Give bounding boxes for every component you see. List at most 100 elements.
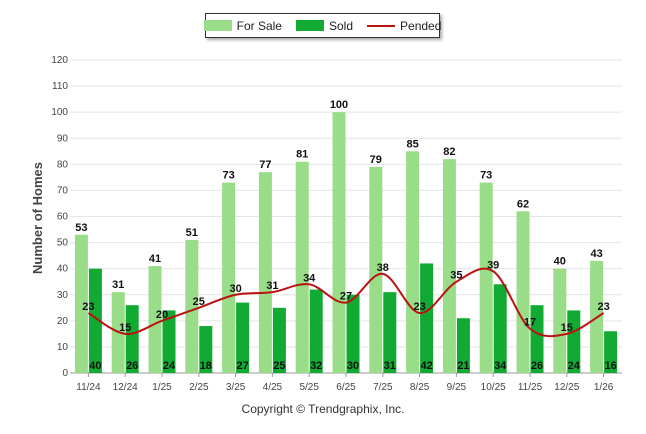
label-sold: 32: [310, 360, 322, 372]
bar-sold: [162, 310, 176, 373]
x-tick-label: 8/25: [410, 382, 430, 393]
label-pended: 39: [487, 259, 499, 271]
x-tick-label: 9/25: [447, 382, 467, 393]
label-pended: 23: [82, 301, 94, 313]
pended-line: [87, 267, 605, 338]
y-axis-ticks: 0 10 20 30 40 50 60 70 80 90 100 110 120: [51, 55, 68, 379]
label-for-sale: 73: [480, 170, 492, 182]
x-tick-label: 12/25: [554, 382, 579, 393]
label-pended: 35: [450, 270, 462, 282]
label-pended: 34: [303, 272, 316, 284]
legend-swatch-sold: [295, 20, 324, 31]
label-pended: 25: [193, 296, 205, 308]
bar-for-sale: [406, 151, 420, 373]
label-for-sale: 53: [75, 222, 87, 234]
label-sold: 31: [384, 360, 396, 372]
x-tick-label: 7/25: [373, 382, 393, 393]
y-axis-label: Number of Homes: [30, 162, 45, 274]
label-sold: 24: [568, 360, 581, 372]
label-sold: 26: [531, 360, 543, 372]
bar-for-sale: [442, 159, 456, 373]
label-for-sale: 40: [554, 256, 566, 268]
bar-for-sale: [185, 239, 199, 373]
label-sold: 27: [236, 360, 248, 372]
label-for-sale: 100: [330, 99, 348, 111]
bar-sold: [493, 284, 507, 373]
legend-item-pended[interactable]: Pended: [367, 19, 441, 33]
bar-for-sale: [222, 182, 236, 373]
y-tick-label: 30: [57, 290, 69, 301]
x-tick-label: 1/26: [594, 382, 614, 393]
label-sold: 34: [494, 360, 507, 372]
y-tick-label: 70: [57, 185, 69, 196]
bars: [74, 112, 618, 374]
legend-item-for-sale[interactable]: For Sale: [203, 18, 282, 33]
legend-item-sold[interactable]: Sold: [295, 19, 353, 33]
bar-for-sale: [295, 161, 309, 373]
bar-for-sale: [369, 166, 383, 373]
copyright-footer: Copyright © Trendgraphix, Inc.: [241, 402, 405, 416]
label-sold: 30: [347, 360, 359, 372]
x-axis-ticks: 11/24 12/24 1/25 2/25 3/25 4/25 5/25 6/25 7/25 8/…: [76, 373, 614, 393]
label-for-sale: 82: [443, 146, 455, 158]
label-for-sale: 41: [149, 253, 161, 265]
label-for-sale: 51: [186, 227, 198, 239]
label-sold: 25: [273, 360, 285, 372]
x-tick-label: 11/24: [76, 382, 101, 393]
bar-sold: [272, 307, 286, 373]
label-for-sale: 79: [370, 154, 382, 166]
bar-sold: [199, 326, 213, 373]
label-sold: 24: [163, 360, 176, 372]
pended-line-layer: [87, 267, 605, 338]
y-tick-label: 10: [57, 342, 69, 353]
y-tick-label: 100: [51, 107, 68, 118]
x-tick-label: 6/25: [336, 382, 356, 393]
x-tick-label: 3/25: [226, 382, 246, 393]
bar-for-sale: [553, 268, 567, 373]
x-tick-label: 11/25: [518, 382, 543, 393]
bar-sold: [420, 263, 434, 373]
label-pended: 30: [229, 283, 241, 295]
y-tick-label: 90: [57, 133, 69, 144]
bar-for-sale: [332, 112, 346, 374]
bar-sold: [309, 289, 323, 373]
y-tick-label: 120: [51, 55, 68, 66]
bar-for-sale: [148, 266, 162, 373]
legend-label-for-sale: For Sale: [236, 18, 282, 33]
label-sold: 18: [200, 360, 212, 372]
label-for-sale: 43: [590, 248, 602, 260]
label-for-sale: 81: [296, 149, 308, 161]
bar-sold: [236, 302, 250, 373]
label-pended: 15: [561, 322, 573, 334]
label-sold: 16: [604, 360, 616, 372]
label-pended: 17: [524, 317, 536, 329]
legend: For Sale Sold Pended: [203, 13, 441, 38]
y-tick-label: 50: [57, 238, 69, 249]
x-tick-label: 4/25: [263, 382, 283, 393]
label-pended: 23: [597, 301, 609, 313]
y-tick-label: 0: [62, 368, 68, 379]
bar-sold: [88, 268, 102, 373]
label-pended: 27: [340, 291, 352, 303]
label-sold: 40: [89, 360, 101, 372]
bar-sold: [604, 331, 618, 373]
label-sold: 26: [126, 360, 138, 372]
bar-for-sale: [74, 234, 88, 373]
data-labels: 53 40 31 26 41 24 51 18 73 27 77 25 81 32 100 30 79 31 85 4…: [75, 99, 616, 372]
x-tick-label: 1/25: [152, 382, 172, 393]
y-tick-label: 20: [57, 316, 69, 327]
bar-sold: [530, 305, 544, 373]
y-tick-label: 60: [57, 212, 69, 223]
label-for-sale: 62: [517, 198, 529, 210]
label-for-sale: 85: [406, 138, 418, 150]
label-sold: 21: [457, 360, 469, 372]
x-tick-label: 10/25: [481, 382, 506, 393]
y-tick-label: 40: [57, 264, 69, 275]
legend-label-pended: Pended: [400, 18, 442, 33]
bar-sold: [567, 310, 581, 373]
y-tick-label: 80: [57, 159, 69, 170]
label-pended: 20: [156, 309, 168, 321]
bar-for-sale: [479, 182, 493, 373]
x-tick-label: 2/25: [189, 382, 209, 393]
